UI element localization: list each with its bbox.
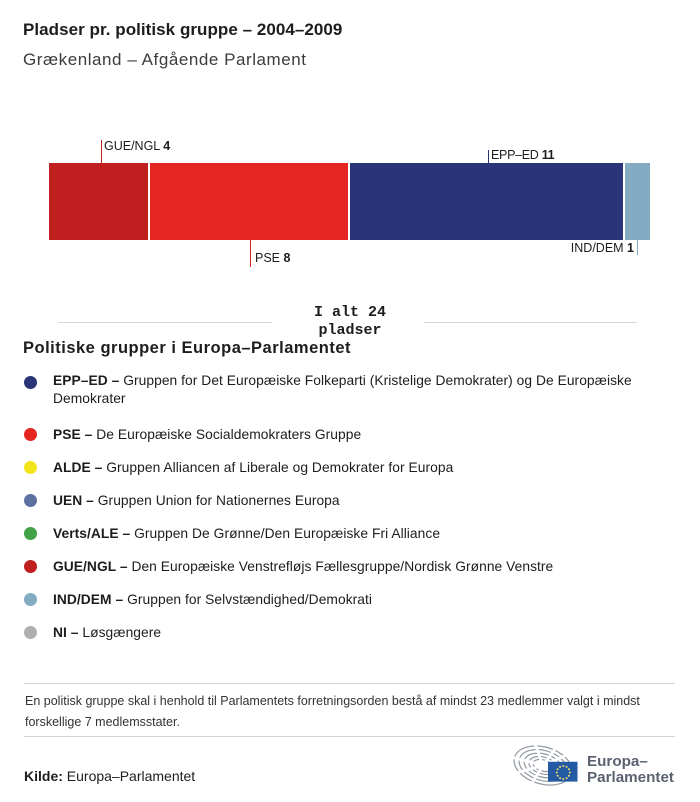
svg-text:Parlamentet: Parlamentet	[587, 769, 674, 786]
svg-text:Europa–: Europa–	[587, 753, 648, 770]
